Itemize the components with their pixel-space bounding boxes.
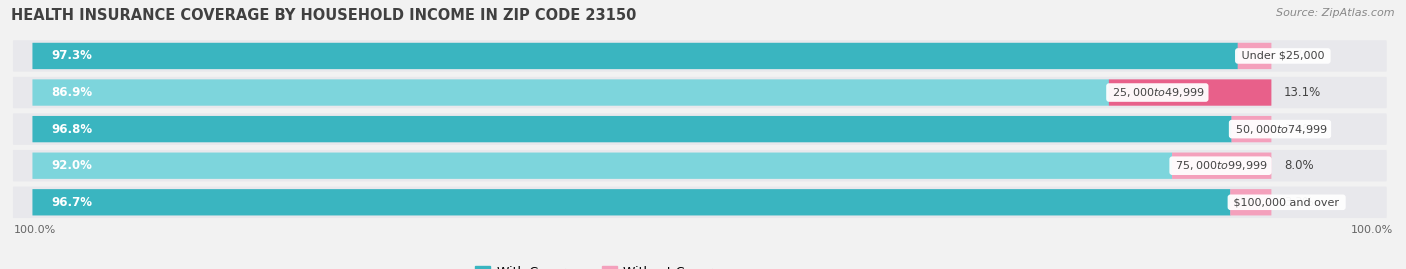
FancyBboxPatch shape <box>32 153 1173 179</box>
Text: $50,000 to $74,999: $50,000 to $74,999 <box>1232 123 1329 136</box>
Text: 100.0%: 100.0% <box>1350 225 1392 235</box>
FancyBboxPatch shape <box>13 150 1386 181</box>
Text: 96.7%: 96.7% <box>52 196 93 209</box>
FancyBboxPatch shape <box>13 187 1386 218</box>
Text: 2.7%: 2.7% <box>1284 49 1315 62</box>
Text: 96.8%: 96.8% <box>52 123 93 136</box>
Text: 8.0%: 8.0% <box>1284 159 1313 172</box>
Text: 92.0%: 92.0% <box>52 159 93 172</box>
FancyBboxPatch shape <box>1237 43 1271 69</box>
FancyBboxPatch shape <box>13 40 1386 72</box>
Text: $25,000 to $49,999: $25,000 to $49,999 <box>1109 86 1206 99</box>
Text: 86.9%: 86.9% <box>52 86 93 99</box>
Text: 100.0%: 100.0% <box>14 225 56 235</box>
Text: Under $25,000: Under $25,000 <box>1237 51 1327 61</box>
Text: $75,000 to $99,999: $75,000 to $99,999 <box>1173 159 1268 172</box>
Text: 13.1%: 13.1% <box>1284 86 1322 99</box>
FancyBboxPatch shape <box>1109 79 1271 106</box>
Text: 3.3%: 3.3% <box>1284 196 1313 209</box>
FancyBboxPatch shape <box>1230 189 1271 215</box>
FancyBboxPatch shape <box>13 77 1386 108</box>
Text: 97.3%: 97.3% <box>52 49 93 62</box>
Text: Source: ZipAtlas.com: Source: ZipAtlas.com <box>1277 8 1395 18</box>
FancyBboxPatch shape <box>32 79 1109 106</box>
FancyBboxPatch shape <box>32 189 1230 215</box>
Text: HEALTH INSURANCE COVERAGE BY HOUSEHOLD INCOME IN ZIP CODE 23150: HEALTH INSURANCE COVERAGE BY HOUSEHOLD I… <box>11 8 637 23</box>
FancyBboxPatch shape <box>1173 153 1271 179</box>
Text: 3.2%: 3.2% <box>1284 123 1313 136</box>
FancyBboxPatch shape <box>32 116 1232 142</box>
Text: $100,000 and over: $100,000 and over <box>1230 197 1343 207</box>
FancyBboxPatch shape <box>13 114 1386 145</box>
FancyBboxPatch shape <box>1232 116 1271 142</box>
FancyBboxPatch shape <box>32 43 1237 69</box>
Legend: With Coverage, Without Coverage: With Coverage, Without Coverage <box>471 261 741 269</box>
